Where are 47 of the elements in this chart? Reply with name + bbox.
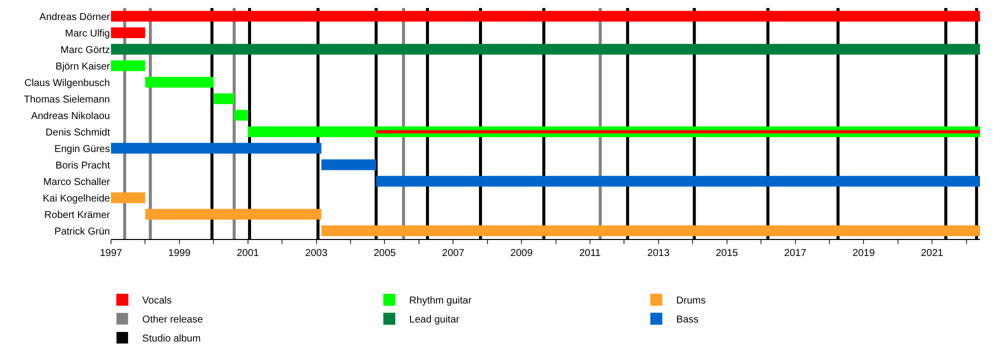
legend-label: Lead guitar bbox=[409, 314, 460, 326]
bar bbox=[234, 110, 248, 121]
y-tick-label: Thomas Sielemann bbox=[24, 94, 110, 106]
legend-label: Studio album bbox=[142, 334, 201, 345]
legend-label: Bass bbox=[676, 314, 699, 326]
y-tick-label: Marc Ulfig bbox=[64, 28, 110, 40]
y-tick-label: Boris Pracht bbox=[56, 160, 110, 172]
bar bbox=[376, 176, 980, 187]
bar bbox=[111, 192, 146, 204]
y-tick-label: Andreas Nikolaou bbox=[31, 110, 110, 122]
x-tick-label: 2007 bbox=[442, 248, 465, 259]
x-tick-label: 2001 bbox=[236, 248, 260, 259]
x-tick-label: 1997 bbox=[100, 248, 123, 259]
bar bbox=[111, 10, 980, 22]
bar bbox=[145, 208, 322, 220]
x-tick-label: 2021 bbox=[920, 248, 944, 259]
legend-label: Drums bbox=[676, 296, 706, 307]
bar bbox=[321, 225, 980, 236]
bar bbox=[111, 27, 146, 38]
y-tick-label: Patrick Grün bbox=[54, 226, 110, 238]
y-tick-label: Claus Wilgenbusch bbox=[24, 78, 110, 89]
y-tick-label: Andreas Dörner bbox=[39, 12, 111, 23]
y-tick-label: Kai Kogelheide bbox=[42, 193, 110, 204]
x-tick-label: 2013 bbox=[647, 248, 670, 259]
legend-label: Vocals bbox=[142, 296, 172, 307]
y-tick-label: Marc Görtz bbox=[60, 44, 110, 56]
bar bbox=[145, 76, 214, 88]
legend-label: Other release bbox=[142, 314, 204, 326]
bar bbox=[111, 60, 146, 72]
bar bbox=[214, 93, 234, 104]
y-tick-label: Denis Schmidt bbox=[46, 127, 110, 138]
y-tick-label: Robert Krämer bbox=[44, 210, 111, 221]
bar bbox=[111, 44, 980, 55]
x-tick-label: 2003 bbox=[305, 248, 328, 259]
legend-label: Rhythm guitar bbox=[409, 296, 472, 307]
x-tick-label: 2011 bbox=[579, 248, 602, 259]
y-tick-label: Engin Güres bbox=[54, 144, 110, 155]
y-tick-label: Björn Kaiser bbox=[56, 61, 111, 72]
x-tick-label: 1999 bbox=[168, 248, 191, 259]
x-tick-label: 2005 bbox=[374, 248, 396, 259]
x-tick-label: 2019 bbox=[852, 248, 876, 259]
y-tick-label: Marco Schaller bbox=[43, 176, 111, 188]
x-tick-label: 2009 bbox=[510, 248, 534, 259]
bar bbox=[111, 142, 322, 154]
x-tick-label: 2015 bbox=[716, 248, 738, 259]
bar bbox=[321, 159, 376, 170]
x-tick-label: 2017 bbox=[784, 248, 807, 259]
